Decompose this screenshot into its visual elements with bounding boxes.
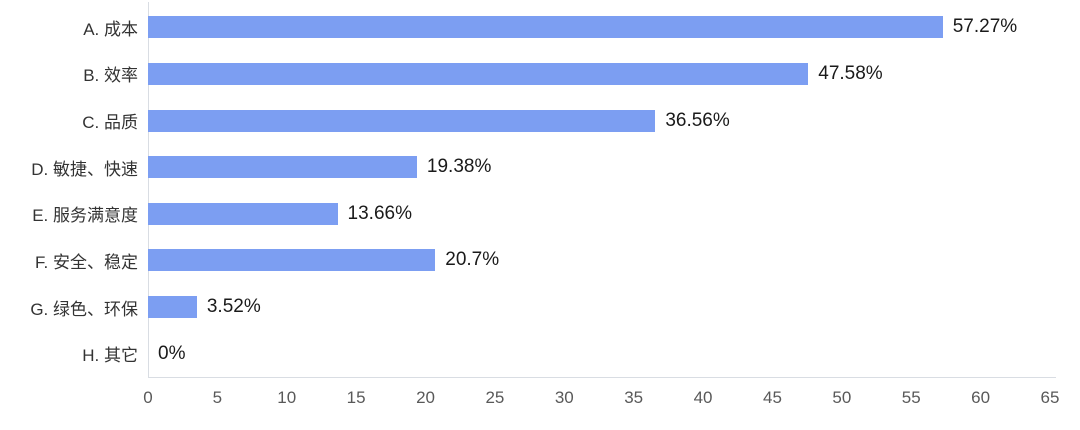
bar[interactable]	[148, 296, 197, 319]
x-axis-tick-label: 15	[346, 388, 366, 407]
category-label: D. 敏捷、快速	[31, 159, 138, 179]
bar-track: 19.38%	[148, 144, 1080, 191]
value-label: 20.7%	[445, 249, 500, 271]
value-label: 13.66%	[347, 202, 412, 224]
bar-row: A. 成本 57.27%	[0, 4, 1080, 51]
x-axis-line	[148, 377, 1056, 378]
bar-track: 3.52%	[148, 284, 1080, 331]
value-label: 0%	[158, 342, 186, 364]
x-axis-tick-label: 45	[762, 388, 782, 407]
category-label: G. 绿色、环保	[30, 299, 138, 319]
x-axis-tick-label: 25	[485, 388, 505, 407]
bar-row: C. 品质 36.56%	[0, 97, 1080, 144]
value-label: 3.52%	[206, 296, 261, 318]
x-axis-tick-label: 65	[1040, 388, 1060, 407]
bar[interactable]	[148, 109, 656, 132]
x-axis-tick-label: 55	[901, 388, 921, 407]
x-axis-tick-label: 40	[693, 388, 713, 407]
category-label: H. 其它	[82, 346, 138, 366]
category-label: B. 效率	[83, 66, 138, 86]
category-label: A. 成本	[83, 19, 138, 39]
x-axis-tick-label: 0	[143, 388, 153, 407]
bar-track: 0%	[148, 330, 1080, 377]
x-axis-tick-label: 30	[554, 388, 574, 407]
bar-row: B. 效率 47.58%	[0, 51, 1080, 98]
category-label: E. 服务满意度	[32, 206, 138, 226]
bar[interactable]	[148, 156, 417, 179]
x-axis: 0 5 10 15 20 25 30 35 40 45 50 55 60 65	[0, 388, 1080, 414]
x-axis-tick-label: 60	[971, 388, 991, 407]
bar-row: H. 其它 0%	[0, 330, 1080, 377]
bar-track: 47.58%	[148, 51, 1080, 98]
x-axis-tick-label: 10	[277, 388, 297, 407]
bar[interactable]	[148, 249, 436, 272]
bar-track: 57.27%	[148, 4, 1080, 51]
bar[interactable]	[148, 62, 809, 85]
x-axis-tick-label: 35	[624, 388, 644, 407]
bar[interactable]	[148, 202, 338, 225]
bar-row: D. 敏捷、快速 19.38%	[0, 144, 1080, 191]
plot-area: A. 成本 57.27% B. 效率 47.58% C. 品质 36.56% D. 敏捷、快…	[0, 4, 1080, 377]
bar-track: 13.66%	[148, 191, 1080, 238]
value-label: 57.27%	[952, 16, 1018, 38]
y-axis-line	[148, 2, 149, 378]
bar-row: E. 服务满意度 13.66%	[0, 191, 1080, 238]
x-axis-tick-label: 20	[416, 388, 435, 407]
value-label: 36.56%	[665, 109, 730, 131]
bar[interactable]	[148, 16, 943, 39]
x-axis-tick-label: 50	[832, 388, 852, 407]
bar-track: 36.56%	[148, 97, 1080, 144]
bar-row: F. 安全、稳定 20.7%	[0, 237, 1080, 284]
category-label: C. 品质	[82, 113, 138, 133]
bar-track: 20.7%	[148, 237, 1080, 284]
value-label: 19.38%	[426, 156, 492, 178]
category-label: F. 安全、稳定	[35, 252, 138, 272]
x-axis-tick-label: 5	[212, 388, 223, 407]
bar-row: G. 绿色、环保 3.52%	[0, 284, 1080, 331]
value-label: 47.58%	[818, 62, 883, 84]
